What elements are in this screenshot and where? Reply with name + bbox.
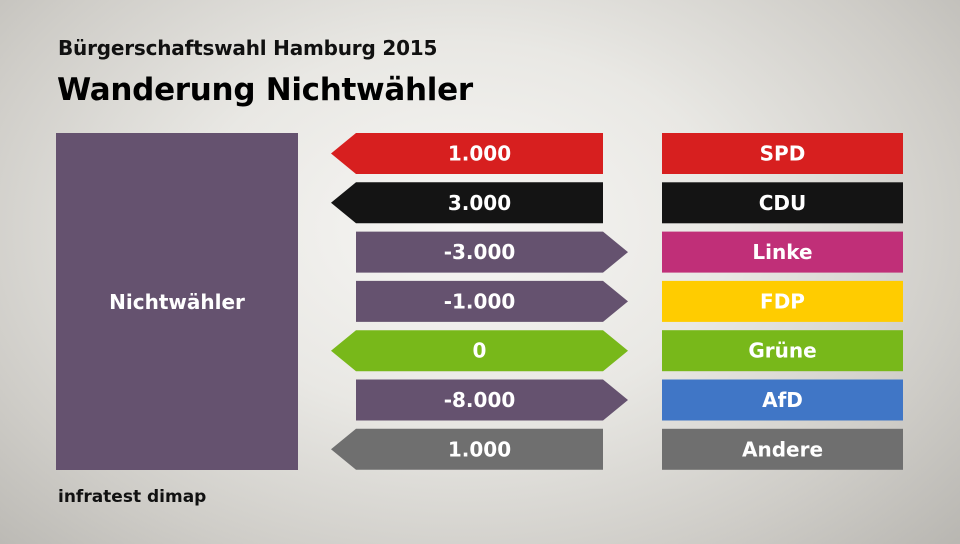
flow-arrow-linke [356, 231, 628, 273]
party-label-linke: Linke [752, 240, 812, 264]
flow-arrow-fdp [356, 280, 628, 322]
party-box-afd [662, 379, 903, 421]
flow-value-afd: -8.000 [444, 388, 516, 412]
source-group-box: Nichtwähler [56, 133, 298, 470]
flow-arrow-cdu [331, 182, 603, 224]
flow-arrow-andere [331, 428, 603, 470]
flow-value-cdu: 3.000 [448, 191, 511, 215]
flow-value-fdp: -1.000 [444, 289, 516, 313]
party-label-andere: Andere [742, 437, 823, 461]
party-box-spd [662, 133, 903, 174]
flow-value-linke: -3.000 [444, 240, 516, 264]
flow-arrow-spd [331, 133, 603, 174]
flow-value-andere: 1.000 [448, 437, 511, 461]
party-box-linke [662, 231, 903, 273]
source-group-label: Nichtwähler [109, 289, 245, 314]
party-label-spd: SPD [760, 142, 806, 166]
flow-value-gruene: 0 [473, 339, 487, 363]
flow-arrow-gruene [331, 330, 628, 372]
party-label-cdu: CDU [759, 191, 807, 215]
chart-title: Wanderung Nichtwähler [57, 72, 473, 108]
party-box-fdp [662, 280, 903, 322]
flow-arrow-afd [356, 379, 628, 421]
party-box-andere [662, 428, 903, 470]
party-box-gruene [662, 330, 903, 372]
party-label-gruene: Grüne [748, 339, 816, 363]
party-label-afd: AfD [762, 388, 803, 412]
source-credit: infratest dimap [58, 487, 207, 507]
chart-subtitle: Bürgerschaftswahl Hamburg 2015 [58, 36, 438, 60]
party-label-fdp: FDP [760, 289, 805, 313]
party-box-cdu [662, 182, 903, 224]
flow-value-spd: 1.000 [448, 142, 511, 166]
